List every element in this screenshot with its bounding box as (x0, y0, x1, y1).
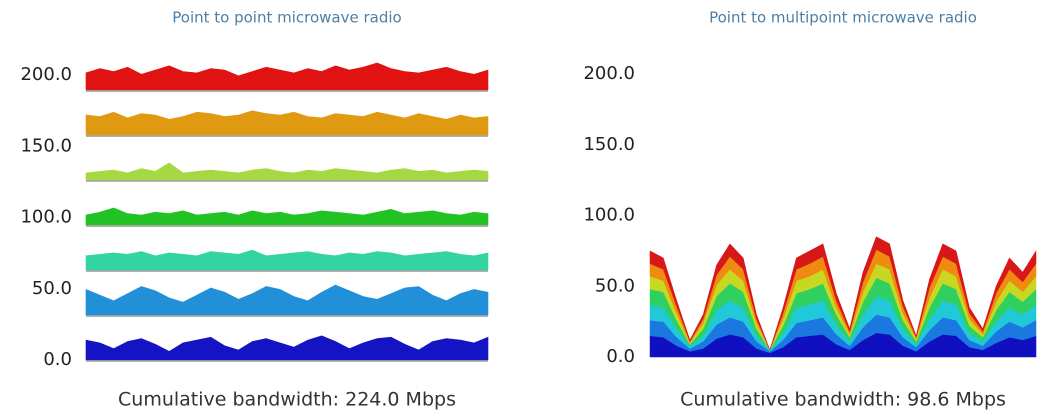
ridge-area (85, 249, 489, 271)
y-tick-label: 150.0 (20, 135, 72, 156)
ridge-area (85, 162, 489, 181)
chart-title: Point to multipoint microwave radio (709, 9, 977, 27)
y-tick-label: 100.0 (20, 207, 72, 228)
ridge-area (85, 335, 489, 361)
y-tick-label: 0.0 (606, 346, 635, 367)
footer-note: Cumulative bandwidth: 98.6 Mbps (680, 389, 1006, 411)
y-tick-label: 150.0 (583, 134, 635, 155)
footer-note: Cumulative bandwidth: 224.0 Mbps (118, 389, 456, 411)
y-tick-label: 50.0 (595, 275, 635, 296)
ridge-area (85, 284, 489, 316)
y-tick-label: 100.0 (583, 205, 635, 226)
y-tick-label: 200.0 (20, 64, 72, 85)
stack-layer (649, 236, 1037, 351)
chart-title: Point to point microwave radio (172, 9, 401, 27)
ridge-area (85, 62, 489, 91)
ridge-area (85, 110, 489, 136)
y-tick-label: 0.0 (43, 349, 72, 370)
y-tick-label: 50.0 (32, 278, 72, 299)
ridge-area (85, 207, 489, 226)
y-tick-label: 200.0 (583, 63, 635, 84)
